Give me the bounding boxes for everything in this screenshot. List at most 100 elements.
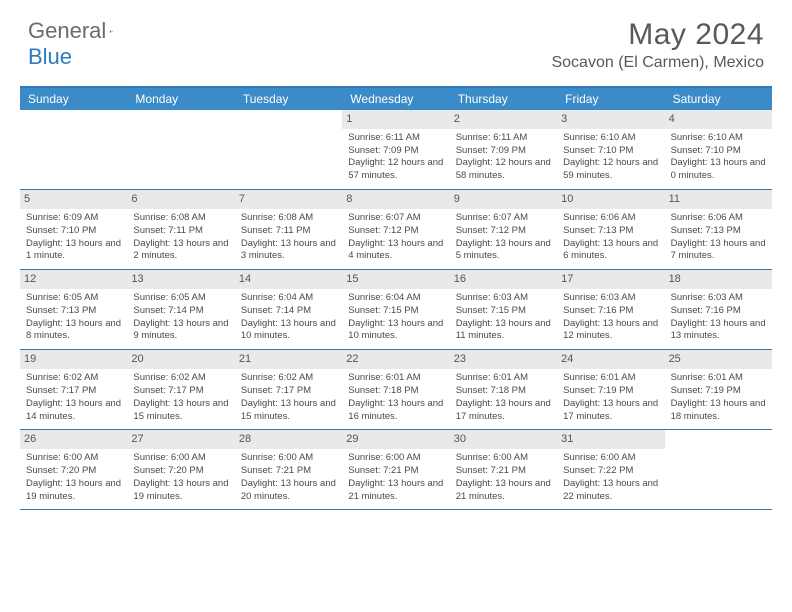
day-number: 26 [20,430,127,449]
day-data: Sunrise: 6:00 AMSunset: 7:21 PMDaylight:… [241,452,336,503]
day-data: Sunrise: 6:01 AMSunset: 7:18 PMDaylight:… [348,372,443,423]
sunset-line: Sunset: 7:18 PM [456,385,551,398]
day-cell: 7Sunrise: 6:08 AMSunset: 7:11 PMDaylight… [235,190,342,269]
day-data: Sunrise: 6:02 AMSunset: 7:17 PMDaylight:… [26,372,121,423]
day-number: 16 [450,270,557,289]
daylight-line: Daylight: 13 hours and 19 minutes. [26,478,121,504]
dow-cell: Saturday [665,88,772,110]
sunrise-line: Sunrise: 6:00 AM [26,452,121,465]
calendar-table: SundayMondayTuesdayWednesdayThursdayFrid… [20,86,772,510]
day-number: 30 [450,430,557,449]
day-cell: 26Sunrise: 6:00 AMSunset: 7:20 PMDayligh… [20,430,127,509]
dow-cell: Monday [127,88,234,110]
daylight-line: Daylight: 13 hours and 22 minutes. [563,478,658,504]
day-number: 29 [342,430,449,449]
day-data: Sunrise: 6:06 AMSunset: 7:13 PMDaylight:… [671,212,766,263]
sunrise-line: Sunrise: 6:10 AM [563,132,658,145]
daylight-line: Daylight: 13 hours and 1 minute. [26,238,121,264]
daylight-line: Daylight: 13 hours and 21 minutes. [348,478,443,504]
sail-icon [109,22,113,40]
sunset-line: Sunset: 7:21 PM [456,465,551,478]
location-subtitle: Socavon (El Carmen), Mexico [551,54,764,72]
sunset-line: Sunset: 7:12 PM [456,225,551,238]
sunrise-line: Sunrise: 6:11 AM [456,132,551,145]
sunset-line: Sunset: 7:19 PM [563,385,658,398]
day-cell [127,110,234,189]
day-cell: 9Sunrise: 6:07 AMSunset: 7:12 PMDaylight… [450,190,557,269]
week-row: 5Sunrise: 6:09 AMSunset: 7:10 PMDaylight… [20,190,772,270]
day-cell: 23 Sunrise: 6:01 AMSunset: 7:18 PMDayligh… [450,350,557,429]
day-data: Sunrise: 6:00 AMSunset: 7:20 PMDaylight:… [133,452,228,503]
daylight-line: Daylight: 13 hours and 10 minutes. [348,318,443,344]
daylight-line: Daylight: 13 hours and 17 minutes. [456,398,551,424]
day-data: Sunrise: 6:10 AMSunset: 7:10 PMDaylight:… [563,132,658,183]
dow-cell: Sunday [20,88,127,110]
day-number: 23 [450,350,557,369]
day-number: 5 [20,190,127,209]
dow-cell: Tuesday [235,88,342,110]
daylight-line: Daylight: 13 hours and 19 minutes. [133,478,228,504]
sunset-line: Sunset: 7:16 PM [563,305,658,318]
day-data: Sunrise: 6:06 AMSunset: 7:13 PMDaylight:… [563,212,658,263]
day-data: Sunrise: 6:00 AMSunset: 7:21 PMDaylight:… [456,452,551,503]
day-data: Sunrise: 6:00 AMSunset: 7:21 PMDaylight:… [348,452,443,503]
brand-part1: General [28,18,106,44]
day-cell: 22Sunrise: 6:01 AMSunset: 7:18 PMDayligh… [342,350,449,429]
sunrise-line: Sunrise: 6:05 AM [26,292,121,305]
daylight-line: Daylight: 13 hours and 18 minutes. [671,398,766,424]
sunset-line: Sunset: 7:09 PM [348,145,443,158]
day-data: Sunrise: 6:04 AMSunset: 7:14 PMDaylight:… [241,292,336,343]
day-cell: 30 Sunrise: 6:00 AMSunset: 7:21 PMDayligh… [450,430,557,509]
day-number: 9 [450,190,557,209]
daylight-line: Daylight: 13 hours and 15 minutes. [133,398,228,424]
month-title: May 2024 [551,18,764,52]
sunrise-line: Sunrise: 6:03 AM [563,292,658,305]
sunset-line: Sunset: 7:13 PM [563,225,658,238]
day-data: Sunrise: 6:11 AMSunset: 7:09 PMDaylight:… [456,132,551,183]
day-number: 13 [127,270,234,289]
day-number: 20 [127,350,234,369]
day-number: 8 [342,190,449,209]
daylight-line: Daylight: 13 hours and 3 minutes. [241,238,336,264]
day-cell [235,110,342,189]
day-number: 28 [235,430,342,449]
sunset-line: Sunset: 7:15 PM [348,305,443,318]
daylight-line: Daylight: 13 hours and 9 minutes. [133,318,228,344]
day-data: Sunrise: 6:03 AMSunset: 7:15 PMDaylight:… [456,292,551,343]
day-data: Sunrise: 6:10 AMSunset: 7:10 PMDaylight:… [671,132,766,183]
sunset-line: Sunset: 7:16 PM [671,305,766,318]
day-cell: 3 Sunrise: 6:10 AMSunset: 7:10 PMDaylight… [557,110,664,189]
day-cell: 4 Sunrise: 6:10 AMSunset: 7:10 PMDaylight… [665,110,772,189]
sunrise-line: Sunrise: 6:09 AM [26,212,121,225]
sunset-line: Sunset: 7:10 PM [671,145,766,158]
day-cell: 15Sunrise: 6:04 AMSunset: 7:15 PMDayligh… [342,270,449,349]
day-data: Sunrise: 6:08 AMSunset: 7:11 PMDaylight:… [133,212,228,263]
day-number: 31 [557,430,664,449]
week-row: 1Sunrise: 6:11 AMSunset: 7:09 PMDaylight… [20,110,772,190]
sunrise-line: Sunrise: 6:00 AM [348,452,443,465]
sunrise-line: Sunrise: 6:01 AM [348,372,443,385]
day-cell: 25Sunrise: 6:01 AMSunset: 7:19 PMDayligh… [665,350,772,429]
day-of-week-header: SundayMondayTuesdayWednesdayThursdayFrid… [20,88,772,110]
daylight-line: Daylight: 13 hours and 21 minutes. [456,478,551,504]
day-cell: 24Sunrise: 6:01 AMSunset: 7:19 PMDayligh… [557,350,664,429]
day-data: Sunrise: 6:02 AMSunset: 7:17 PMDaylight:… [241,372,336,423]
daylight-line: Daylight: 13 hours and 12 minutes. [563,318,658,344]
sunrise-line: Sunrise: 6:03 AM [456,292,551,305]
sunset-line: Sunset: 7:15 PM [456,305,551,318]
day-cell: 13Sunrise: 6:05 AMSunset: 7:14 PMDayligh… [127,270,234,349]
day-cell: 10Sunrise: 6:06 AMSunset: 7:13 PMDayligh… [557,190,664,269]
day-number: 21 [235,350,342,369]
day-cell: 27Sunrise: 6:00 AMSunset: 7:20 PMDayligh… [127,430,234,509]
sunrise-line: Sunrise: 6:01 AM [456,372,551,385]
day-number: 4 [665,110,772,129]
sunrise-line: Sunrise: 6:07 AM [348,212,443,225]
day-number: 3 [557,110,664,129]
daylight-line: Daylight: 13 hours and 7 minutes. [671,238,766,264]
day-cell: 5Sunrise: 6:09 AMSunset: 7:10 PMDaylight… [20,190,127,269]
sunset-line: Sunset: 7:18 PM [348,385,443,398]
day-cell: 18Sunrise: 6:03 AMSunset: 7:16 PMDayligh… [665,270,772,349]
day-number: 12 [20,270,127,289]
day-cell: 11Sunrise: 6:06 AMSunset: 7:13 PMDayligh… [665,190,772,269]
daylight-line: Daylight: 13 hours and 10 minutes. [241,318,336,344]
